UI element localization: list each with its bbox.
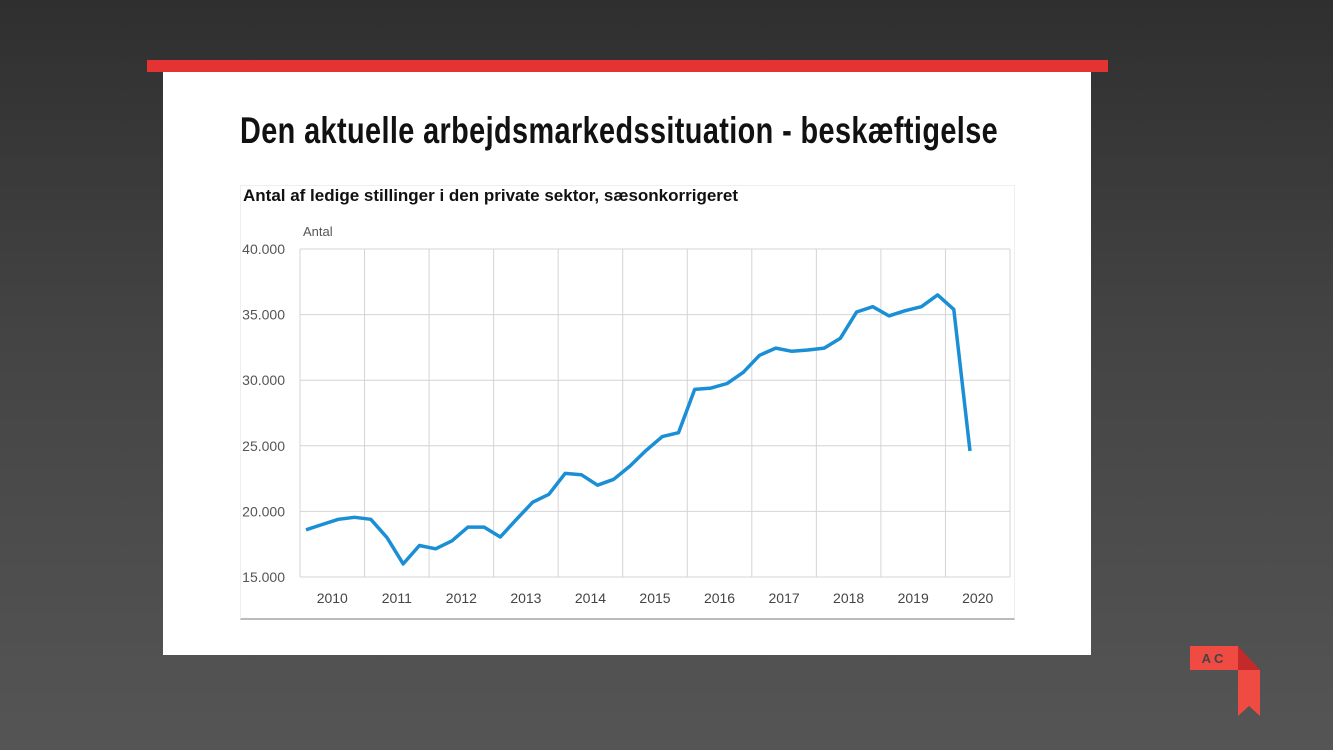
line-chart: Antal 15.000 20.000 25.000 30.000 35.000 40.0… <box>242 224 1011 606</box>
y-tick-label: 15.000 <box>242 569 285 585</box>
x-tick-label: 2020 <box>962 590 993 606</box>
x-tick-label: 2014 <box>575 590 606 606</box>
x-tick-label: 2011 <box>382 590 412 606</box>
x-tick-label: 2012 <box>446 590 477 606</box>
logo-text: AC <box>1202 651 1227 666</box>
x-tick-label: 2019 <box>898 590 929 606</box>
x-tick-label: 2010 <box>317 590 348 606</box>
x-tick-label: 2015 <box>639 590 670 606</box>
slide-title: Den aktuelle arbejdsmarkedssituation - b… <box>240 110 999 151</box>
accent-bar <box>147 60 1108 72</box>
y-tick-label: 35.000 <box>242 307 285 323</box>
y-tick-label: 30.000 <box>242 372 285 388</box>
y-axis-label: Antal <box>303 224 333 239</box>
series-line <box>305 293 972 566</box>
y-tick-label: 25.000 <box>242 438 285 454</box>
chart-frame <box>240 185 1015 620</box>
x-tick-label: 2017 <box>769 590 800 606</box>
y-tick-label: 20.000 <box>242 503 285 519</box>
ac-logo: AC <box>1190 646 1262 723</box>
x-tick-label: 2016 <box>704 590 735 606</box>
chart-title: Antal af ledige stillinger i den private… <box>243 186 739 205</box>
x-tick-label: 2013 <box>510 590 541 606</box>
x-tick-label: 2018 <box>833 590 864 606</box>
y-tick-label: 40.000 <box>242 241 285 257</box>
